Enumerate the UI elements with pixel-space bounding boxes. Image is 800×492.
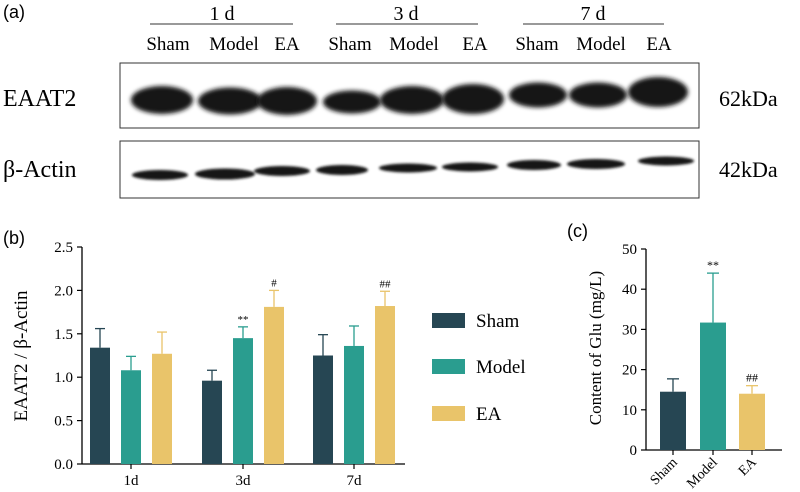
- b-bar: [313, 355, 333, 464]
- b-significance-mark: #: [271, 277, 277, 289]
- panel-b-label: (b): [3, 228, 25, 248]
- eaat2-band: [569, 82, 627, 108]
- actin-band: [132, 170, 188, 180]
- legend-swatch: [432, 406, 465, 421]
- eaat2-band: [380, 86, 444, 114]
- actin-band: [195, 168, 255, 180]
- c-y-tick-label: 10: [622, 403, 637, 419]
- c-x-tick-label: EA: [736, 455, 760, 479]
- c-x-tick-label: Sham: [648, 455, 681, 488]
- lane-label: EA: [462, 34, 488, 55]
- b-y-tick-label: 0.0: [54, 457, 73, 473]
- legend-swatch: [432, 359, 465, 374]
- eaat2-band: [323, 90, 381, 114]
- b-y-tick-label: 0.5: [54, 414, 73, 430]
- c-significance-mark: ##: [746, 371, 758, 385]
- b-y-tick-label: 2.5: [54, 240, 73, 256]
- b-y-axis-label: EAAT2 / β-Actin: [11, 290, 32, 422]
- c-y-tick-label: 50: [622, 242, 637, 258]
- b-y-tick-label: 2.0: [54, 283, 73, 299]
- c-y-axis-label: Content of Glu (mg/L): [586, 271, 605, 425]
- timepoint-label: 1 d: [210, 3, 235, 25]
- eaat2-mw-label: 62kDa: [719, 86, 778, 111]
- b-y-tick-label: 1.0: [54, 370, 73, 386]
- panel-c-label: (c): [567, 221, 588, 241]
- eaat2-band: [442, 84, 504, 114]
- chart-b-legend: Sham Model EA: [432, 311, 526, 425]
- b-bar: [233, 338, 253, 464]
- b-bar: [264, 306, 284, 464]
- b-x-tick-label: 7d: [347, 473, 363, 489]
- panel-a-label: (a): [3, 2, 25, 22]
- b-significance-mark: ##: [380, 278, 392, 290]
- c-x-tick-label: Model: [684, 455, 721, 492]
- lane-label: Sham: [146, 34, 190, 55]
- eaat2-band: [198, 87, 262, 115]
- legend-label: Sham: [476, 311, 520, 332]
- b-y-tick-label: 1.5: [54, 327, 73, 343]
- b-bar: [152, 353, 172, 464]
- c-bar: [739, 393, 765, 450]
- b-bar: [202, 380, 222, 464]
- timepoint-label: 3 d: [394, 3, 419, 25]
- eaat2-band: [131, 86, 193, 114]
- actin-row-label: β-Actin: [3, 157, 77, 183]
- blot-bands: [131, 77, 694, 180]
- legend-label: EA: [476, 404, 502, 425]
- b-bar: [121, 370, 141, 464]
- c-y-tick-label: 30: [622, 322, 637, 338]
- b-bar: [344, 345, 364, 464]
- b-x-tick-label: 3d: [236, 473, 252, 489]
- lane-label: Model: [389, 34, 439, 55]
- lane-label: EA: [646, 34, 672, 55]
- timepoint-label: 7 d: [581, 3, 606, 25]
- actin-band: [316, 165, 368, 175]
- c-significance-mark: **: [707, 258, 719, 272]
- b-bar: [375, 306, 395, 464]
- lane-label: EA: [274, 34, 300, 55]
- actin-band: [567, 159, 625, 169]
- lane-label: Model: [576, 34, 626, 55]
- b-bar: [90, 347, 110, 464]
- eaat2-row-label: EAAT2: [3, 86, 76, 112]
- chart-b: 0.00.51.01.52.02.5**# ##1d 3d 7d: [54, 240, 405, 489]
- actin-band: [638, 156, 694, 166]
- lane-labels: Sham Model EA Sham Model EA Sham Model EA: [146, 34, 672, 55]
- actin-band: [379, 163, 437, 173]
- c-y-tick-label: 40: [622, 282, 637, 298]
- actin-band: [507, 160, 561, 170]
- lane-label: Sham: [328, 34, 372, 55]
- legend-label: Model: [476, 357, 526, 378]
- eaat2-band: [257, 87, 317, 115]
- actin-band: [254, 166, 310, 176]
- timepoint-headers: 1 d 3 d 7 d: [150, 3, 664, 25]
- c-y-tick-label: 20: [622, 363, 637, 379]
- b-x-tick-label: 1d: [124, 473, 140, 489]
- chart-c: 0 10 20 30 40 50 Sham ** Model ## EA: [622, 242, 782, 492]
- legend-swatch: [432, 313, 465, 328]
- eaat2-band: [628, 77, 688, 107]
- lane-label: Sham: [515, 34, 559, 55]
- c-bar: [700, 322, 726, 450]
- lane-label: Model: [209, 34, 259, 55]
- c-y-tick-label: 0: [630, 443, 638, 459]
- b-significance-mark: **: [238, 314, 249, 326]
- eaat2-band: [509, 82, 567, 108]
- actin-band: [442, 162, 498, 172]
- c-bar: [660, 391, 686, 450]
- actin-mw-label: 42kDa: [719, 157, 778, 182]
